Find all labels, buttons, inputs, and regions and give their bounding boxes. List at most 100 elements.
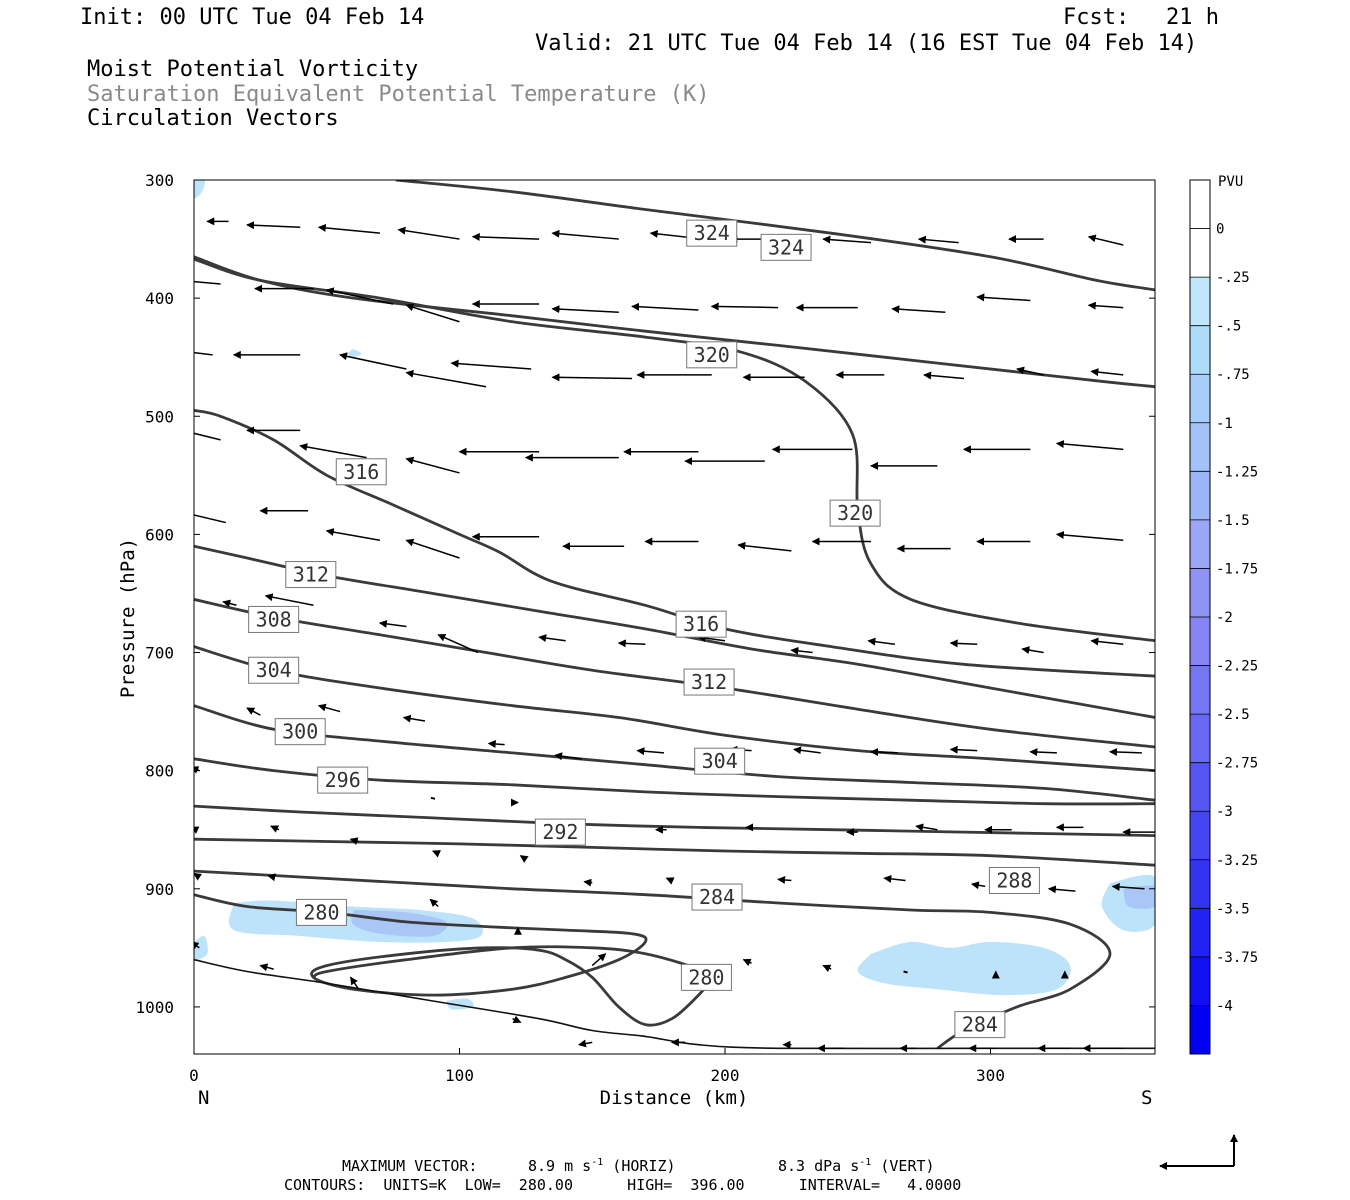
contour-label-box bbox=[829, 499, 881, 527]
contour-label-box bbox=[954, 1011, 1006, 1039]
colorbar-swatch bbox=[1190, 859, 1210, 909]
pv-region bbox=[857, 941, 1071, 996]
contour-label-box bbox=[274, 718, 326, 746]
max-vector-horiz: 8.9 m s-1 (HORIZ) bbox=[528, 1157, 676, 1175]
pv-region bbox=[194, 935, 208, 961]
circulation-vector bbox=[264, 593, 314, 607]
colorbar-label: -1.25 bbox=[1216, 464, 1258, 480]
circulation-vector bbox=[194, 826, 200, 834]
circulation-vector bbox=[551, 305, 619, 314]
colorbar-swatch bbox=[1190, 277, 1210, 327]
colorbar-swatch bbox=[1190, 617, 1210, 667]
circulation-vector bbox=[697, 634, 726, 643]
circulation-vector bbox=[1055, 440, 1124, 451]
contour-label: 320 bbox=[694, 343, 730, 367]
circulation-vector bbox=[512, 1015, 522, 1024]
circulation-vector bbox=[450, 359, 532, 370]
circulation-vector bbox=[339, 352, 407, 370]
circulation-vector bbox=[923, 371, 965, 380]
circulation-vector bbox=[1090, 368, 1124, 377]
pv-region bbox=[194, 180, 205, 199]
colorbar-label: 0 bbox=[1216, 222, 1224, 238]
circulation-vector bbox=[1016, 366, 1044, 376]
circulation-vector bbox=[350, 976, 360, 990]
colorbar-label: -.75 bbox=[1216, 367, 1250, 383]
circulation-vector bbox=[577, 1039, 593, 1048]
circulation-vector bbox=[194, 941, 200, 950]
plot-frame bbox=[193, 179, 1156, 1055]
circulation-vector bbox=[822, 964, 832, 973]
right-endpoint-label: S bbox=[1141, 1087, 1152, 1109]
contour-label: 296 bbox=[325, 768, 361, 792]
colorbar-swatch bbox=[1190, 956, 1210, 1006]
y-tick-label: 600 bbox=[145, 525, 174, 544]
circulation-vector bbox=[432, 850, 441, 858]
colorbar-title: PVU bbox=[1218, 174, 1243, 190]
circulation-vector bbox=[970, 881, 986, 890]
colorbar-label: -2 bbox=[1216, 610, 1233, 626]
circulation-vector bbox=[591, 953, 607, 967]
circulation-vector bbox=[430, 796, 436, 800]
y-tick-label: 500 bbox=[145, 407, 174, 426]
contour-label-box bbox=[317, 766, 369, 794]
contour-label: 312 bbox=[691, 670, 727, 694]
circulation-vector bbox=[325, 528, 380, 542]
circulation-vector bbox=[551, 229, 619, 240]
circulation-vector bbox=[402, 714, 426, 723]
colorbar-swatch bbox=[1190, 374, 1210, 424]
circulation-vector bbox=[405, 538, 460, 559]
field-title-mpv: Moist Potential Vorticity bbox=[87, 57, 419, 82]
theta-es-contour-324 bbox=[194, 255, 1155, 389]
valid-time: Valid: 21 UTC Tue 04 Feb 14 (16 EST Tue … bbox=[535, 31, 1198, 56]
contour-label: 284 bbox=[699, 885, 735, 909]
circulation-vector bbox=[1111, 882, 1145, 891]
circulation-vector bbox=[194, 766, 200, 774]
colorbar-label: -3 bbox=[1216, 804, 1233, 820]
contour-label: 304 bbox=[702, 749, 738, 773]
circulation-vector bbox=[583, 878, 593, 887]
circulation-vector bbox=[617, 639, 646, 648]
contour-label-layer: 3243243203203163163123123083043043002962… bbox=[248, 219, 1040, 1039]
circulation-vector bbox=[405, 369, 487, 388]
contour-label-box bbox=[248, 605, 300, 633]
circulation-vector bbox=[976, 293, 1031, 302]
circulation-vector bbox=[487, 740, 505, 748]
circulation-vector bbox=[194, 432, 221, 441]
theta-es-contour-284 bbox=[194, 869, 1112, 1050]
contour-label-box bbox=[675, 610, 727, 638]
circulation-vector bbox=[405, 303, 460, 323]
circulation-vector bbox=[551, 373, 633, 382]
colorbar-label: -2.25 bbox=[1216, 659, 1258, 675]
reference-vector-icon bbox=[1159, 1134, 1238, 1170]
contour-label: 320 bbox=[837, 501, 873, 525]
contour-label-box bbox=[295, 898, 347, 926]
max-vector-label: MAXIMUM VECTOR: bbox=[342, 1157, 478, 1175]
contour-label-box bbox=[680, 963, 732, 991]
circulation-vector bbox=[222, 599, 237, 608]
contour-label-box bbox=[335, 458, 387, 486]
circulation-vector bbox=[317, 223, 380, 234]
circulation-vector bbox=[194, 351, 213, 356]
circulation-vector bbox=[299, 443, 367, 459]
circulation-vector bbox=[1055, 531, 1124, 542]
colorbar-swatch bbox=[1190, 228, 1210, 278]
circulation-vector bbox=[1108, 748, 1142, 757]
colorbar-swatch bbox=[1190, 908, 1210, 958]
colorbar-swatch bbox=[1190, 422, 1210, 472]
contour-label-box bbox=[691, 883, 743, 911]
circulation-vector bbox=[259, 963, 274, 972]
circulation-vector bbox=[519, 855, 529, 863]
y-tick-label: 800 bbox=[145, 762, 174, 781]
contour-label-box bbox=[988, 867, 1040, 895]
field-title-theta-es: Saturation Equivalent Potential Temperat… bbox=[87, 82, 710, 107]
contour-label-box bbox=[248, 656, 300, 684]
pv-region bbox=[1123, 885, 1155, 909]
x-tick-label: 300 bbox=[976, 1066, 1005, 1085]
theta-es-contour-308 bbox=[194, 598, 1155, 749]
circulation-vector bbox=[891, 305, 946, 314]
field-title-vectors: Circulation Vectors bbox=[87, 106, 339, 131]
circulation-vector bbox=[1087, 301, 1124, 310]
circulation-vector bbox=[378, 619, 407, 628]
theta-es-contour-280 bbox=[194, 893, 714, 1027]
circulation-vector bbox=[325, 287, 394, 305]
